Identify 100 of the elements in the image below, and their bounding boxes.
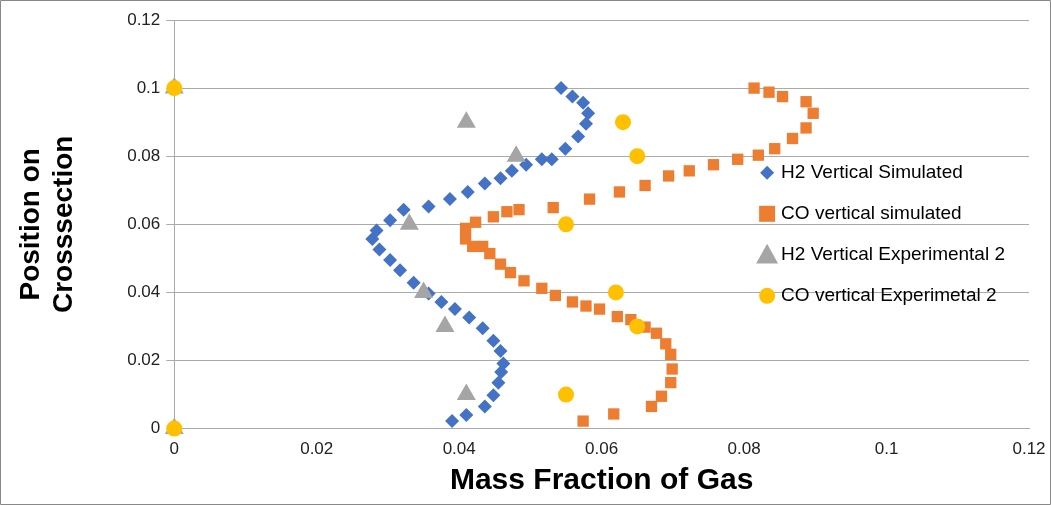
- point: [504, 266, 517, 279]
- point: [365, 231, 380, 246]
- point: [494, 258, 507, 270]
- point: [558, 216, 575, 233]
- point: [748, 82, 760, 94]
- point: [608, 408, 620, 420]
- point: [583, 193, 596, 205]
- point: [442, 192, 457, 207]
- point: [504, 163, 519, 178]
- y-tick-label: 0.04: [127, 282, 161, 302]
- point: [459, 222, 472, 235]
- point: [581, 106, 596, 121]
- point: [477, 399, 492, 414]
- point: [662, 170, 675, 182]
- point: [477, 176, 492, 191]
- legend-label: H2 Vertical Simulated: [781, 161, 963, 183]
- point: [487, 211, 500, 223]
- point: [491, 375, 506, 390]
- y-tick-label: 0.08: [127, 145, 161, 165]
- point: [629, 318, 646, 335]
- point: [536, 282, 548, 294]
- point: [565, 89, 580, 104]
- point: [665, 348, 677, 361]
- point: [445, 414, 460, 429]
- point: [434, 294, 449, 309]
- point: [580, 300, 592, 312]
- x-tick-label: 0: [169, 439, 180, 459]
- point: [629, 148, 646, 165]
- point: [763, 86, 775, 98]
- point: [459, 233, 472, 245]
- point: [645, 400, 658, 413]
- point: [786, 132, 799, 145]
- point: [486, 333, 501, 348]
- point: [518, 275, 530, 287]
- point: [776, 90, 789, 103]
- point: [707, 159, 720, 171]
- point: [593, 303, 606, 315]
- legend-label: CO vertical Experimetal 2: [781, 284, 997, 306]
- point: [554, 81, 569, 96]
- x-tick-label: 0.12: [1012, 439, 1046, 459]
- x-tick-label: 0.04: [442, 439, 476, 459]
- point: [577, 415, 589, 427]
- point: [469, 216, 482, 228]
- point: [732, 153, 744, 165]
- point: [558, 141, 573, 156]
- y-tick-label: 0: [150, 418, 161, 438]
- y-tick-label: 0.06: [127, 213, 161, 233]
- point: [493, 171, 508, 186]
- point: [665, 376, 677, 389]
- point: [459, 407, 474, 422]
- point: [800, 96, 812, 108]
- point: [615, 114, 632, 131]
- point: [519, 157, 534, 172]
- point: [660, 338, 672, 350]
- point: [683, 165, 695, 177]
- point: [493, 343, 508, 358]
- y-tick-label: 0.12: [127, 9, 161, 29]
- point: [393, 263, 408, 278]
- point: [613, 186, 626, 198]
- point: [460, 184, 475, 199]
- point: [496, 356, 511, 371]
- point: [607, 284, 624, 301]
- point: [501, 206, 513, 218]
- legend-label: CO vertical simulated: [781, 202, 962, 224]
- point: [566, 296, 579, 308]
- point: [383, 253, 398, 268]
- point: [666, 363, 678, 375]
- point: [558, 386, 575, 403]
- point: [650, 327, 663, 339]
- x-axis-title: Mass Fraction of Gas: [449, 462, 754, 496]
- point: [576, 95, 591, 110]
- point: [639, 179, 651, 192]
- legend-label: H2 Vertical Experimental 2: [781, 243, 1006, 265]
- point: [549, 289, 561, 302]
- point: [475, 321, 490, 336]
- point: [486, 388, 501, 403]
- point: [462, 310, 477, 325]
- point: [383, 213, 398, 228]
- point: [406, 275, 421, 290]
- point: [655, 390, 668, 402]
- point: [447, 302, 462, 317]
- point: [611, 310, 623, 323]
- point: [372, 242, 387, 257]
- point: [807, 107, 819, 119]
- x-tick-label: 0.1: [874, 439, 899, 459]
- x-tick-label: 0.08: [727, 439, 761, 459]
- y-tick-label: 0.1: [136, 77, 161, 97]
- x-tick-label: 0.02: [300, 439, 334, 459]
- point: [752, 149, 764, 161]
- point: [396, 202, 411, 217]
- point: [769, 143, 781, 155]
- point: [369, 223, 384, 238]
- point: [578, 116, 593, 131]
- point: [544, 152, 559, 167]
- point: [513, 204, 525, 216]
- y-axis-title: Position on Crosssection: [13, 135, 79, 313]
- point: [534, 152, 549, 167]
- point: [800, 122, 812, 134]
- point: [571, 129, 586, 144]
- point: [547, 201, 559, 214]
